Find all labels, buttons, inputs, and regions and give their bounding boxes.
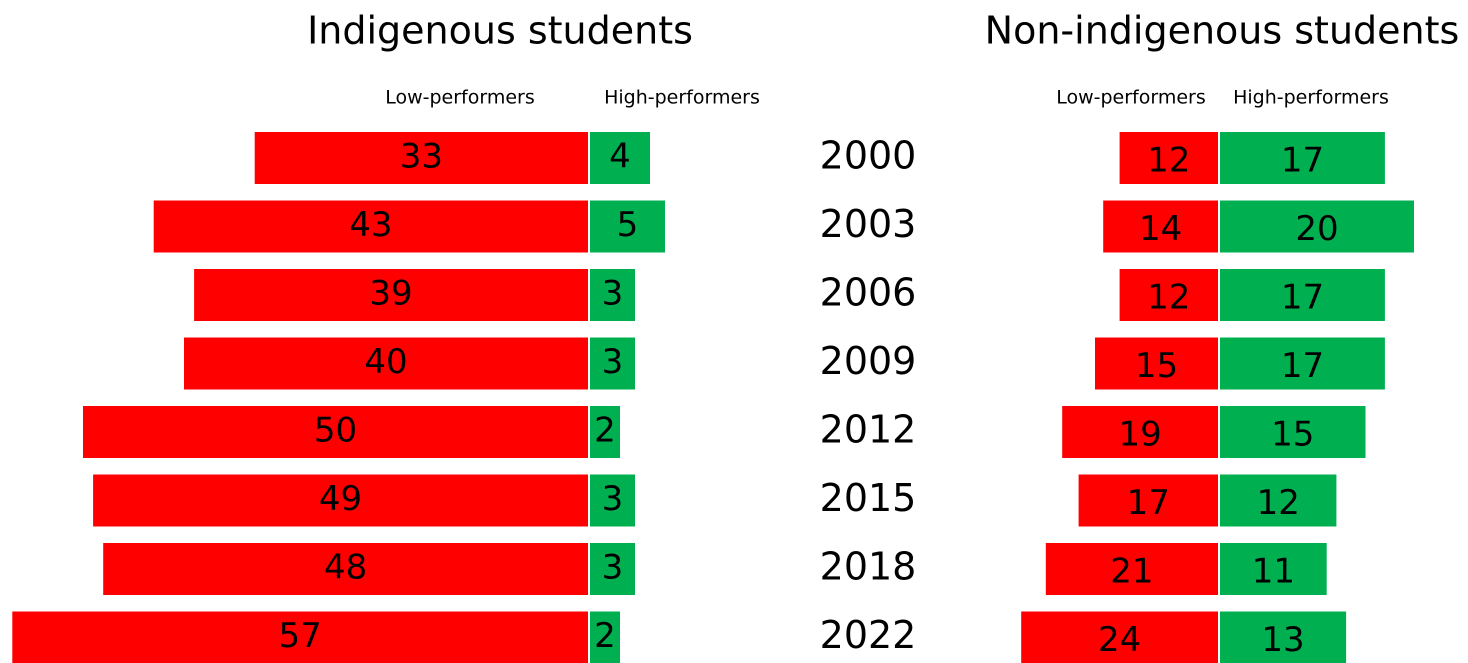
- data-label: 17: [1281, 141, 1324, 181]
- year-label: 2018: [820, 545, 917, 589]
- bar: [1220, 269, 1385, 321]
- data-label: 40: [364, 342, 407, 382]
- data-label: 3: [602, 479, 624, 519]
- year-label: 2015: [820, 476, 917, 520]
- bar: [590, 269, 635, 321]
- year-label: 2003: [820, 202, 917, 246]
- bar: [1220, 337, 1385, 390]
- bar: [194, 269, 588, 321]
- bar: [93, 474, 588, 527]
- data-label: 24: [1098, 620, 1141, 660]
- bar: [590, 543, 635, 595]
- data-label: 48: [324, 548, 367, 588]
- bar: [590, 200, 665, 253]
- legend-label: Low-performers: [1056, 87, 1206, 109]
- bar: [590, 474, 635, 527]
- data-label: 12: [1147, 278, 1190, 318]
- data-label: 49: [319, 479, 362, 519]
- data-label: 3: [602, 274, 624, 314]
- data-label: 39: [369, 274, 412, 314]
- data-label: 50: [314, 411, 357, 451]
- data-label: 19: [1118, 415, 1161, 455]
- data-label: 17: [1127, 483, 1170, 523]
- data-label: 11: [1252, 552, 1295, 592]
- data-label: 12: [1147, 141, 1190, 181]
- data-label: 43: [349, 205, 392, 245]
- year-label: 2009: [820, 339, 917, 383]
- year-label: 2000: [820, 134, 917, 178]
- bar: [1220, 611, 1347, 663]
- data-label: 17: [1281, 346, 1324, 386]
- bar: [1045, 543, 1218, 595]
- bar: [12, 611, 589, 663]
- bar: [1220, 406, 1366, 458]
- year-label: 2006: [820, 271, 917, 315]
- bar: [590, 406, 620, 458]
- data-label: 15: [1135, 346, 1178, 386]
- data-label: 3: [602, 548, 624, 588]
- data-label: 33: [400, 137, 443, 177]
- data-label: 13: [1261, 620, 1304, 660]
- bar: [1078, 474, 1218, 527]
- data-label: 21: [1110, 552, 1153, 592]
- chart-title: Non-indigenous students: [985, 9, 1460, 53]
- bar: [1119, 132, 1218, 184]
- legend-label: Low-performers: [385, 87, 535, 109]
- bar: [83, 406, 588, 458]
- bar: [1103, 200, 1218, 253]
- bar: [590, 337, 635, 390]
- data-label: 14: [1139, 209, 1182, 249]
- chart-title: Indigenous students: [307, 9, 693, 53]
- data-label: 3: [602, 342, 624, 382]
- data-label: 20: [1295, 209, 1338, 249]
- bar: [1021, 611, 1218, 663]
- data-label: 2: [594, 616, 616, 656]
- bar: [1220, 200, 1414, 253]
- bar: [103, 543, 588, 595]
- bar: [1119, 269, 1218, 321]
- bar: [1220, 474, 1337, 527]
- bar: [590, 132, 650, 184]
- bar: [1062, 406, 1218, 458]
- data-label: 15: [1271, 415, 1314, 455]
- bar: [254, 132, 588, 184]
- legend-label: High-performers: [1233, 87, 1389, 109]
- bar: [1220, 132, 1385, 184]
- year-label: 2012: [820, 408, 917, 452]
- data-label: 57: [279, 616, 322, 656]
- bar: [184, 337, 588, 390]
- data-label: 17: [1281, 278, 1324, 318]
- data-label: 2: [594, 411, 616, 451]
- bar: [1095, 337, 1218, 390]
- bar: [590, 611, 620, 663]
- year-label: 2022: [820, 613, 917, 657]
- bar: [1220, 543, 1327, 595]
- data-label: 5: [617, 205, 639, 245]
- legend-label: High-performers: [604, 87, 760, 109]
- data-label: 12: [1257, 483, 1300, 523]
- data-label: 4: [609, 137, 631, 177]
- bar: [153, 200, 588, 253]
